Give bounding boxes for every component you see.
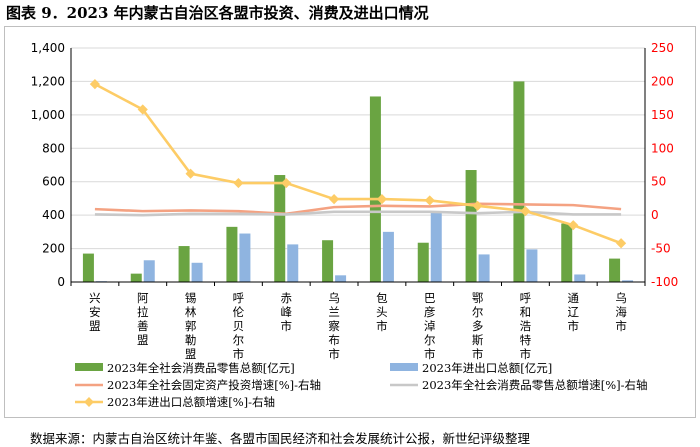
right-tick-label: 50	[651, 175, 666, 189]
consumption-bar	[130, 273, 142, 282]
category-label: 兴安盟	[89, 291, 101, 333]
source-note: 数据来源：内蒙古自治区统计年鉴、各盟市国民经济和社会发展统计公报，新世纪评级整理	[30, 431, 531, 446]
figure-title: 图表 9．2023 年内蒙古自治区各盟市投资、消费及进出口情况	[6, 4, 429, 22]
category-label: 阿拉善盟	[137, 291, 149, 347]
right-tick-label: 150	[651, 108, 674, 122]
legend-label: 2023年全社会固定资产投资增速[%]-右轴	[107, 378, 321, 392]
category-label: 乌兰察布市	[328, 291, 340, 361]
gridlines	[71, 47, 645, 283]
right-tick-label: 200	[651, 74, 674, 88]
trade-bar	[191, 262, 203, 282]
trade-growth-point	[137, 104, 148, 115]
legend-label: 2023年进出口总额[亿元]	[422, 361, 552, 375]
trade-bar	[143, 260, 155, 282]
chart-frame: 0 200 400 600 800 1,000 1,200 1,400 -100 -50 0 50 10…	[4, 26, 696, 418]
right-tick-label: 0	[651, 208, 659, 222]
left-tick-label: 1,200	[31, 74, 65, 88]
category-label: 呼和浩特市	[520, 291, 532, 361]
legend-swatch	[390, 363, 418, 371]
legend-marker	[84, 397, 94, 407]
trade-growth-point	[185, 168, 196, 179]
trade-growth-point	[376, 194, 388, 205]
consumption-bar	[226, 226, 238, 282]
left-tick-label: 0	[57, 275, 65, 289]
right-tick-label: 100	[651, 141, 674, 155]
trade-bar	[622, 280, 634, 282]
trade-growth-line	[94, 82, 622, 245]
category-label: 通辽市	[568, 291, 580, 333]
trade-bar	[287, 244, 299, 282]
trade-bar	[526, 249, 538, 282]
trade-bar	[335, 275, 347, 282]
trade-growth-point	[281, 177, 292, 189]
right-tick-label: 250	[651, 41, 674, 55]
trade-growth-point	[328, 194, 340, 205]
left-tick-label: 1,000	[31, 108, 65, 122]
combo-chart: 0 200 400 600 800 1,000 1,200 1,400 -100 -50 0 50 10…	[31, 41, 679, 409]
category-label: 呼伦贝尔市	[233, 291, 245, 361]
left-tick-label: 600	[42, 175, 65, 189]
legend: 2023年全社会消费品零售总额[亿元] 2023年进出口总额[亿元] 2023年全社…	[75, 361, 648, 409]
right-tick-label: -50	[651, 242, 671, 256]
trade-growth-point	[520, 206, 531, 217]
trade-bar	[430, 211, 442, 282]
bars	[82, 81, 634, 282]
legend-label: 2023年全社会消费品零售总额[亿元]	[107, 361, 295, 375]
axes: 0 200 400 600 800 1,000 1,200 1,400 -100 -50 0 50 10…	[31, 41, 679, 361]
consumption-bar	[178, 246, 190, 282]
consumption-bar	[274, 175, 286, 282]
consumption-bar	[465, 170, 477, 282]
consumption-bar	[513, 81, 525, 282]
category-label: 鄂尔多斯市	[472, 291, 484, 361]
legend-label: 2023年全社会消费品零售总额增速[%]-右轴	[422, 378, 648, 392]
investment-growth-line	[94, 202, 622, 216]
category-label: 巴彦淖尔市	[424, 291, 436, 361]
category-label: 包头市	[376, 291, 388, 333]
consumption-growth-line	[94, 210, 622, 217]
right-tick-label: -100	[651, 275, 678, 289]
trade-growth-point	[233, 177, 244, 189]
legend-label: 2023年进出口总额增速[%]-右轴	[107, 395, 275, 409]
consumption-bar	[322, 240, 334, 282]
trade-growth-point	[615, 238, 627, 249]
trade-growth-point	[424, 195, 435, 206]
consumption-bar	[369, 96, 381, 282]
category-label: 乌海市	[615, 291, 627, 333]
left-tick-label: 200	[42, 242, 65, 256]
left-tick-label: 800	[42, 141, 65, 155]
consumption-bar	[561, 223, 573, 282]
consumption-bar	[609, 258, 621, 282]
left-tick-label: 1,400	[31, 41, 65, 55]
trade-bar	[239, 233, 251, 282]
growth-lines	[89, 79, 627, 249]
trade-bar	[574, 274, 586, 282]
consumption-bar	[417, 242, 429, 282]
consumption-bar	[82, 253, 94, 282]
legend-swatch	[75, 363, 103, 371]
category-label: 赤峰市	[281, 291, 293, 333]
trade-bar	[382, 231, 394, 282]
trade-bar	[478, 254, 490, 282]
left-tick-label: 400	[42, 208, 65, 222]
category-label: 锡林郭勒盟	[185, 291, 197, 361]
trade-growth-point	[89, 79, 101, 90]
trade-growth-point	[472, 200, 483, 211]
